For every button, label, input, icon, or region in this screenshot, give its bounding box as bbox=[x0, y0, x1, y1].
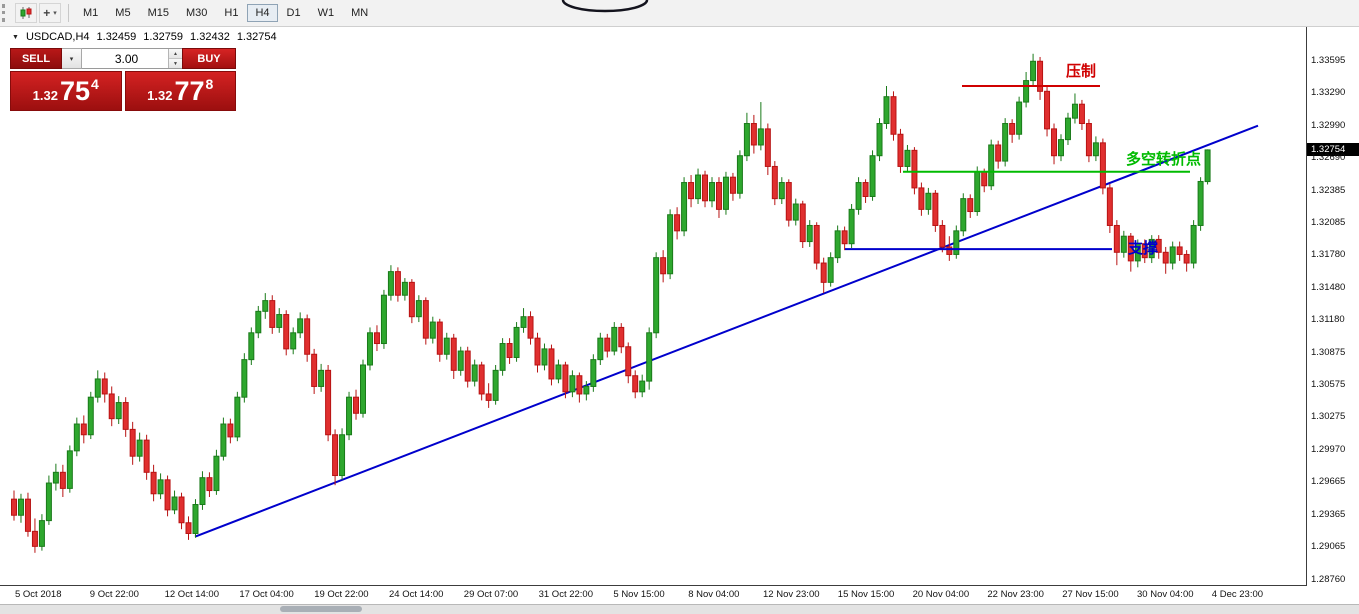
chart-ohlc-header: ▼ USDCAD,H4 1.32459 1.32759 1.32432 1.32… bbox=[12, 31, 277, 43]
price-axis-label: 1.29970 bbox=[1311, 443, 1346, 455]
time-axis-label: 27 Nov 15:00 bbox=[1062, 589, 1119, 600]
time-axis-label: 9 Oct 22:00 bbox=[89, 589, 139, 600]
price-axis-label: 1.31780 bbox=[1311, 249, 1346, 261]
timeframe-button-m1[interactable]: M1 bbox=[75, 4, 106, 22]
time-axis-label: 17 Oct 04:00 bbox=[239, 589, 294, 600]
time-axis-label: 19 Oct 22:00 bbox=[314, 589, 369, 600]
time-axis-label: 31 Oct 22:00 bbox=[538, 589, 593, 600]
volume-increase-button[interactable]: ▲ bbox=[169, 49, 182, 59]
ohlc-low: 1.32432 bbox=[190, 31, 230, 43]
one-click-trading-panel: SELL ▾ ▲ ▼ BUY 1.32 75 4 1.32 77 8 bbox=[10, 48, 236, 111]
time-axis-label: 12 Nov 23:00 bbox=[763, 589, 820, 600]
timeframe-button-mn[interactable]: MN bbox=[343, 4, 376, 22]
buy-button[interactable]: BUY bbox=[182, 48, 236, 69]
time-axis-label: 15 Nov 15:00 bbox=[837, 589, 895, 600]
price-axis-label: 1.32990 bbox=[1311, 119, 1346, 131]
timeframe-button-m15[interactable]: M15 bbox=[140, 4, 177, 22]
sell-button[interactable]: SELL bbox=[10, 48, 62, 69]
price-axis-label: 1.30275 bbox=[1311, 410, 1346, 422]
time-axis-label: 20 Nov 04:00 bbox=[912, 589, 970, 600]
candles bbox=[11, 53, 1211, 553]
time-axis-label: 4 Dec 23:00 bbox=[1211, 589, 1264, 600]
time-axis-label: 5 Nov 15:00 bbox=[613, 589, 665, 600]
price-axis[interactable]: 1.32754 1.33595 1.33290 1.32990 1.32690 1.32… bbox=[1306, 26, 1359, 604]
candlestick-icon bbox=[20, 7, 32, 19]
price-axis-label: 1.29365 bbox=[1311, 508, 1346, 520]
sell-price-prefix: 1.32 bbox=[32, 87, 58, 103]
time-axis-label: 12 Oct 14:00 bbox=[164, 589, 219, 600]
time-axis-label: 8 Nov 04:00 bbox=[688, 589, 740, 600]
time-axis-label: 30 Nov 04:00 bbox=[1137, 589, 1194, 600]
timeframe-button-m5[interactable]: M5 bbox=[107, 4, 138, 22]
price-axis-label: 1.28760 bbox=[1311, 573, 1346, 585]
current-price-badge: 1.32754 bbox=[1307, 142, 1359, 156]
buy-price-pipette: 8 bbox=[205, 76, 214, 92]
volume-dropdown-button[interactable]: ▾ bbox=[62, 48, 82, 69]
trendline[interactable] bbox=[194, 124, 1259, 538]
ohlc-close: 1.32754 bbox=[236, 31, 277, 43]
crosshair-icon: + bbox=[43, 6, 51, 20]
price-axis-label: 1.29065 bbox=[1311, 540, 1346, 552]
timeframe-button-w1[interactable]: W1 bbox=[310, 4, 343, 22]
price-axis-label: 1.30575 bbox=[1311, 378, 1346, 390]
volume-spinner: ▲ ▼ bbox=[168, 49, 182, 68]
price-axis-label: 1.33290 bbox=[1311, 87, 1346, 99]
toolbar-separator bbox=[68, 4, 69, 22]
sell-price-digits: 75 bbox=[59, 75, 91, 106]
timeframe-button-h4[interactable]: H4 bbox=[247, 4, 278, 22]
price-axis-label: 1.31180 bbox=[1311, 313, 1345, 325]
ohlc-open: 1.32459 bbox=[96, 31, 137, 43]
cursor-tool-button[interactable]: + ▾ bbox=[39, 3, 61, 23]
hline-label-pivot: 多空转折点 bbox=[1126, 150, 1201, 168]
price-axis-label: 1.33595 bbox=[1311, 54, 1346, 66]
timeframe-button-group: M1 M5 M15 M30 H1 H4 D1 W1 MN bbox=[75, 4, 377, 22]
time-axis-label: 29 Oct 07:00 bbox=[463, 589, 519, 600]
time-axis[interactable]: 5 Oct 2018 9 Oct 22:00 12 Oct 14:00 17 Oct … bbox=[0, 585, 1307, 605]
timeframe-button-m30[interactable]: M30 bbox=[178, 4, 215, 22]
price-axis-label: 1.32385 bbox=[1311, 184, 1346, 196]
volume-decrease-button[interactable]: ▼ bbox=[169, 59, 182, 68]
sell-price-pipette: 4 bbox=[91, 76, 99, 92]
time-axis-label: 5 Oct 2018 bbox=[15, 589, 62, 600]
buy-price-digits: 77 bbox=[174, 75, 205, 106]
chart-button[interactable] bbox=[15, 3, 37, 23]
symbol-label: USDCAD,H4 bbox=[25, 31, 90, 43]
ohlc-high: 1.32759 bbox=[143, 31, 184, 43]
symbol-arrow-icon: ▼ bbox=[12, 33, 19, 41]
timeframe-button-h1[interactable]: H1 bbox=[216, 4, 246, 22]
horizontal-scrollbar[interactable] bbox=[0, 604, 1359, 614]
horizontal-scrollbar-thumb[interactable] bbox=[280, 606, 362, 612]
price-axis-label: 1.29665 bbox=[1311, 476, 1346, 488]
sell-price-button[interactable]: 1.32 75 4 bbox=[10, 71, 122, 111]
price-axis-label: 1.32690 bbox=[1311, 151, 1346, 163]
volume-input[interactable] bbox=[82, 49, 182, 68]
buy-price-button[interactable]: 1.32 77 8 bbox=[124, 71, 236, 111]
toolbar: + ▾ M1 M5 M15 M30 H1 H4 D1 W1 MN bbox=[0, 0, 1359, 27]
hline-label-support: 支撑 bbox=[1127, 239, 1158, 257]
buy-price-prefix: 1.32 bbox=[147, 87, 173, 103]
price-axis-label: 1.31480 bbox=[1311, 281, 1346, 293]
toolbar-grip[interactable] bbox=[2, 4, 10, 22]
volume-field-wrap: ▲ ▼ bbox=[82, 48, 182, 69]
time-axis-label: 24 Oct 14:00 bbox=[389, 589, 444, 600]
price-axis-label: 1.32085 bbox=[1311, 216, 1346, 228]
chevron-down-icon: ▾ bbox=[53, 10, 57, 17]
chevron-down-icon: ▾ bbox=[69, 55, 74, 63]
timeframe-button-d1[interactable]: D1 bbox=[279, 4, 309, 22]
price-axis-label: 1.30875 bbox=[1311, 346, 1346, 358]
hline-label-resistance: 压制 bbox=[1066, 62, 1096, 80]
time-axis-label: 22 Nov 23:00 bbox=[987, 589, 1044, 600]
